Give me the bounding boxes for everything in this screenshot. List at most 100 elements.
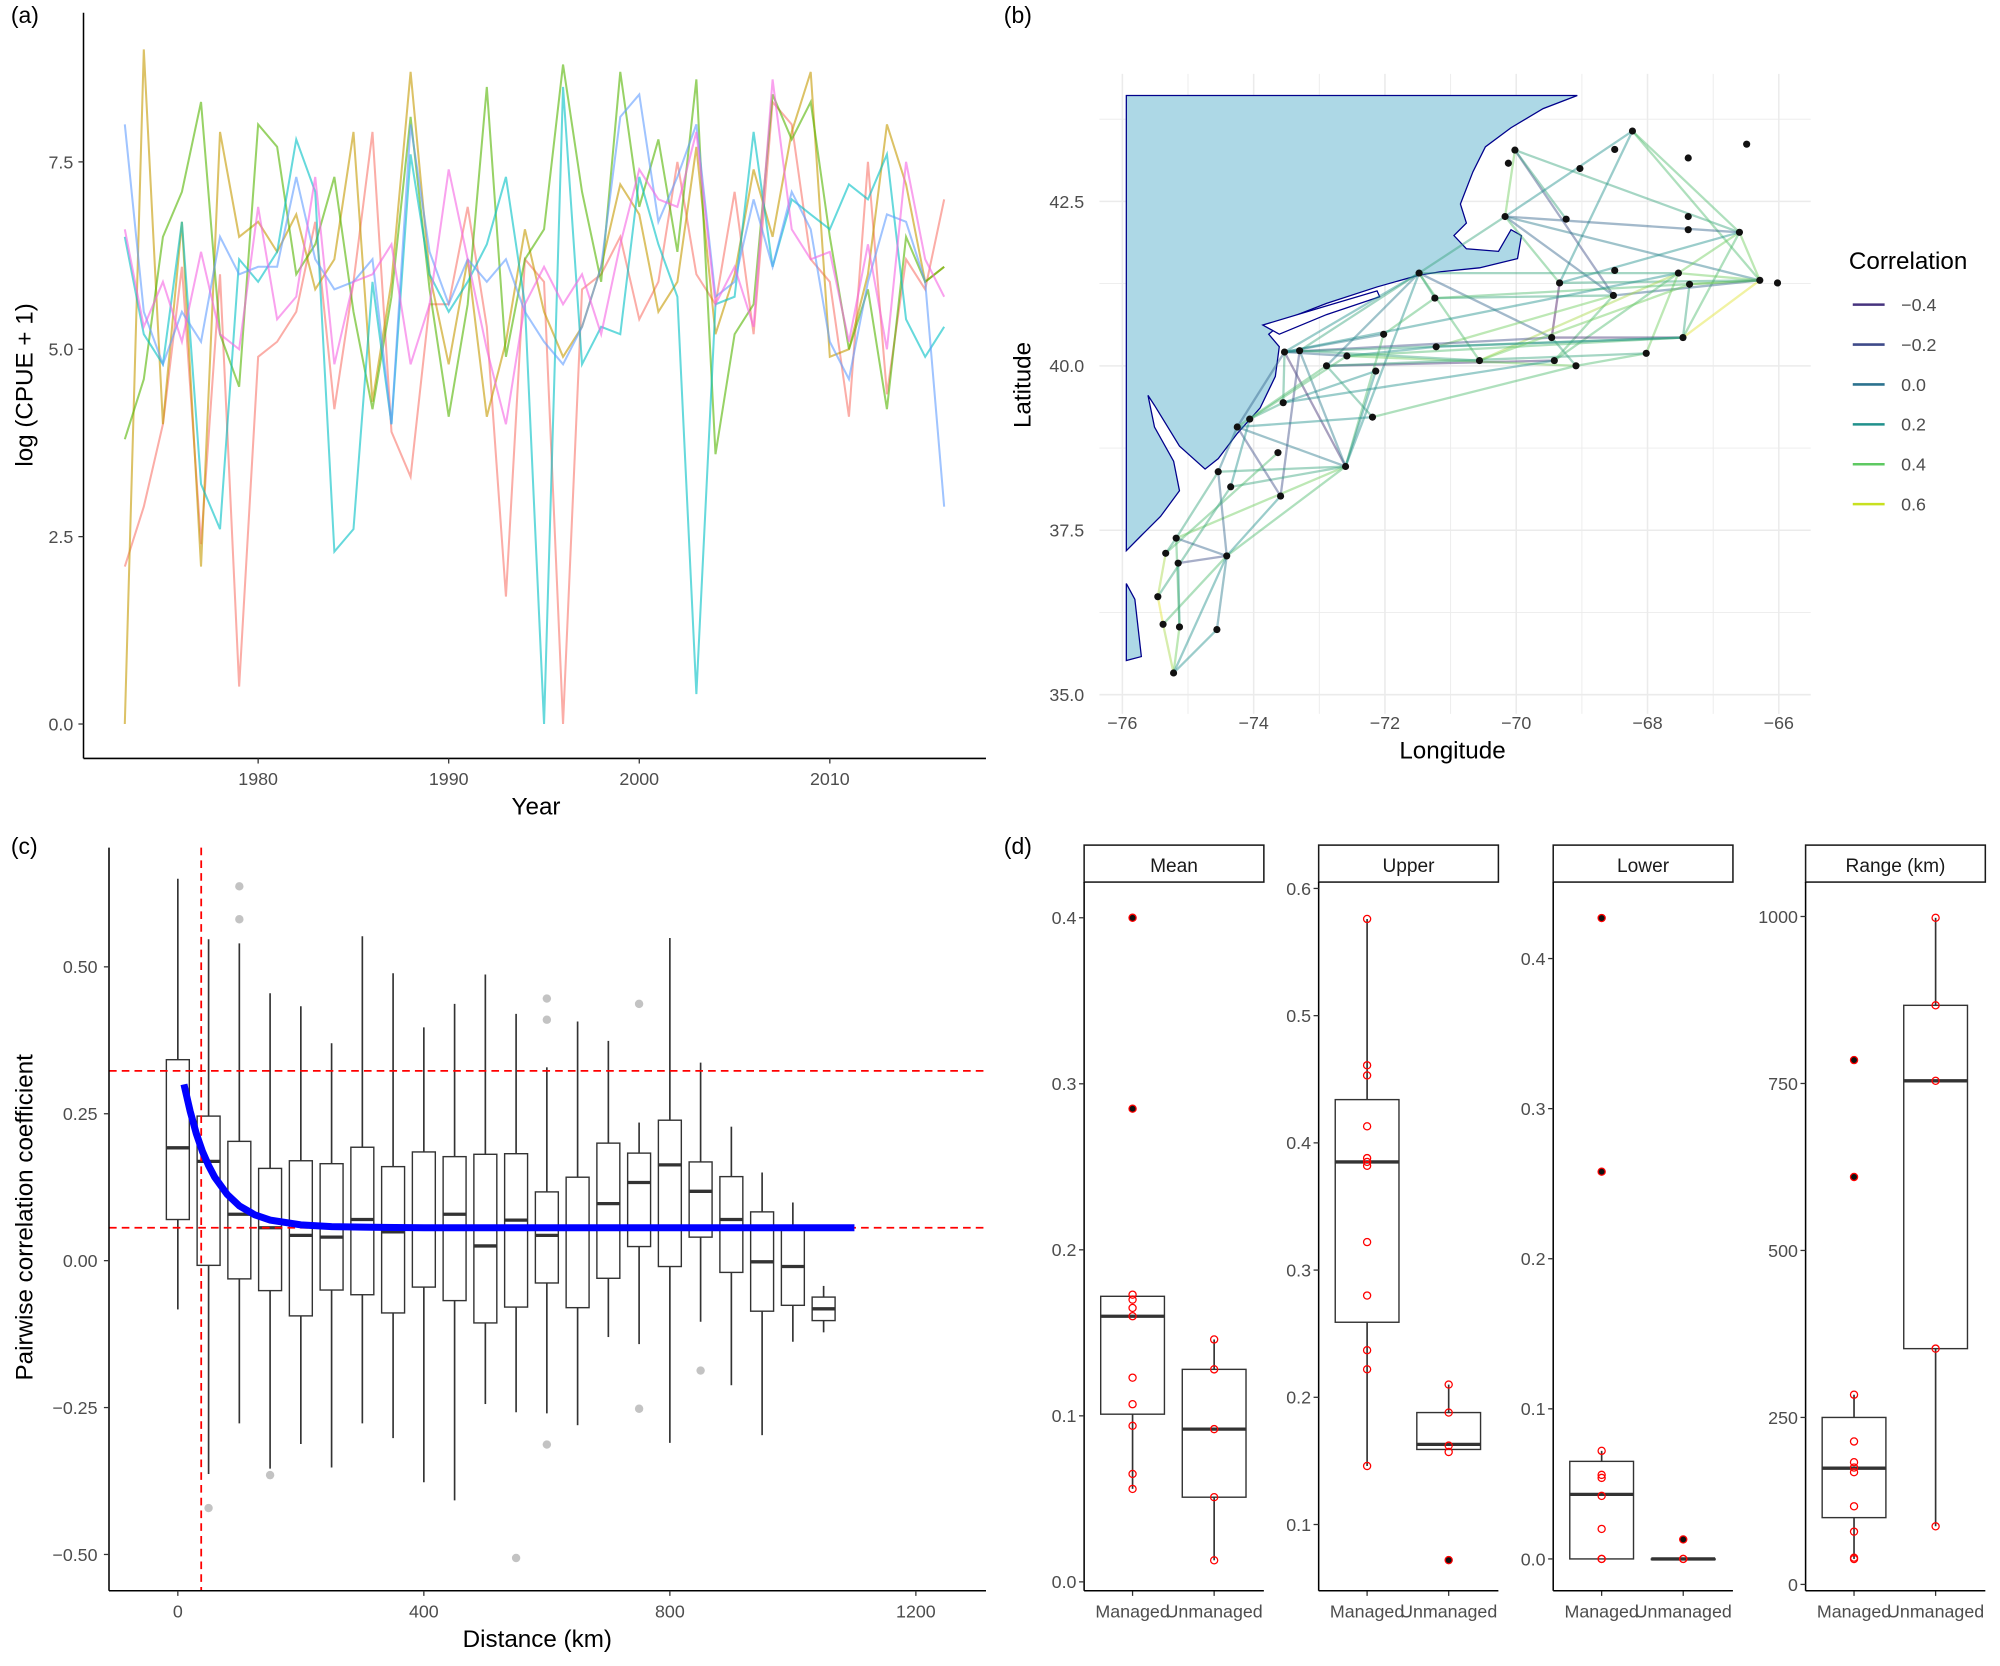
panel-label: (c)	[11, 833, 38, 859]
y-tick-label: −0.25	[52, 1398, 97, 1418]
correlation-edge	[1504, 130, 1634, 218]
y-tick-label: 0.50	[63, 957, 98, 977]
data-point	[1362, 1161, 1372, 1170]
fitted-curve	[180, 1083, 855, 1232]
correlation-edge	[1236, 425, 1346, 468]
y-tick-label: 1000	[1758, 907, 1798, 927]
x-tick-label: Managed	[1095, 1602, 1169, 1622]
box	[626, 999, 652, 1413]
box-iqr	[626, 1152, 652, 1248]
x-tick-label: Managed	[1817, 1602, 1891, 1622]
station-node	[1175, 623, 1184, 631]
correlation-edge	[1283, 272, 1420, 354]
correlation-edge	[1156, 553, 1167, 597]
station-node	[1274, 449, 1282, 457]
outer-banks	[1125, 583, 1143, 662]
station-node	[1556, 279, 1564, 287]
legend-label: −0.2	[1901, 335, 1936, 355]
facet-title: Lower	[1617, 856, 1670, 877]
data-point	[1362, 1061, 1372, 1070]
correlation-edge	[1559, 279, 1760, 285]
station-node	[1550, 357, 1558, 365]
data-point	[1597, 1491, 1606, 1501]
outlier-point	[1598, 1168, 1606, 1176]
x-tick-label: 400	[409, 1602, 439, 1622]
correlation-edge	[1237, 415, 1373, 429]
box-iqr	[1099, 1295, 1166, 1415]
correlation-edge	[1217, 426, 1239, 473]
correlation-edge	[1249, 355, 1348, 421]
box	[442, 1003, 467, 1501]
station-node	[1611, 145, 1619, 154]
station-node	[1277, 492, 1285, 500]
y-tick-label: 0.4	[1521, 949, 1546, 969]
box	[534, 994, 560, 1449]
data-point	[1849, 1527, 1859, 1536]
panel-c-distance-boxplot: (c) −0.50 −0.25 0.00 0.25 0.50 0 400 800 1200 Dist…	[11, 833, 986, 1653]
correlation-edge	[1372, 364, 1577, 419]
long-island-sound	[1261, 290, 1381, 335]
correlation-edge	[1215, 555, 1228, 630]
data-point	[1362, 1071, 1372, 1080]
data-point	[1444, 1447, 1453, 1457]
box-iqr	[380, 1165, 406, 1314]
x-axis-title: Distance (km)	[463, 1626, 612, 1653]
station-node	[1504, 159, 1512, 167]
y-axis-title: log (CPUE + 1)	[12, 303, 39, 466]
data-point	[1444, 1441, 1453, 1450]
correlation-edge	[1279, 350, 1301, 497]
correlation-edge	[1503, 149, 1517, 217]
station-node	[1511, 146, 1519, 154]
correlation-edge	[1284, 271, 1679, 354]
data-point	[1362, 1291, 1372, 1300]
correlation-edge	[1172, 626, 1181, 674]
station-node	[1679, 333, 1687, 342]
station-node	[1246, 415, 1254, 423]
outlier-point	[1128, 1105, 1137, 1113]
correlation-edge	[1156, 596, 1165, 625]
outlier-point	[265, 1470, 275, 1480]
correlation-edge	[1505, 215, 1740, 234]
data-point	[1931, 1076, 1940, 1086]
data-point	[1128, 1295, 1137, 1304]
panel-b-correlation-map: (b) 35.0 37.5 40.0 42.5 −76 −74 −72 −70 −68 −66 Lon…	[1004, 2, 1967, 764]
legend-label: 0.2	[1901, 415, 1926, 435]
correlation-edge	[1689, 279, 1760, 286]
outlier-point	[634, 999, 644, 1009]
facet-strip	[1317, 844, 1500, 883]
legend-label: 0.4	[1901, 455, 1926, 475]
y-tick-label: 0.3	[1286, 1260, 1311, 1280]
y-tick-label: 35.0	[1049, 685, 1084, 705]
data-point	[1931, 1522, 1940, 1531]
correlation-edge	[1284, 336, 1552, 354]
data-point	[1849, 1554, 1859, 1564]
y-tick-label: 0.25	[63, 1104, 98, 1124]
station-node	[1214, 468, 1222, 476]
correlation-edge	[1681, 284, 1691, 338]
data-point	[1597, 1470, 1606, 1480]
correlation-edge	[1177, 563, 1181, 627]
correlation-edge	[1298, 350, 1347, 467]
station-node	[1684, 212, 1692, 221]
station-node	[1380, 330, 1388, 338]
x-axis-title: Longitude	[1399, 737, 1505, 764]
data-point	[1128, 1469, 1137, 1479]
station-node	[1322, 362, 1331, 370]
data-point	[1444, 1408, 1453, 1417]
correlation-edge	[1284, 350, 1347, 358]
correlation-edge	[1435, 294, 1614, 348]
y-tick-label: 42.5	[1049, 192, 1084, 212]
correlation-edge	[1436, 336, 1684, 348]
station-node	[1368, 413, 1377, 421]
data-point	[1444, 1380, 1453, 1389]
correlation-edge	[1504, 215, 1561, 284]
data-point	[1209, 1424, 1219, 1434]
correlation-edge	[1434, 279, 1760, 300]
station-node	[1296, 347, 1304, 355]
correlation-edge	[1559, 231, 1740, 285]
correlation-edge	[1249, 401, 1284, 421]
correlation-edge	[1164, 451, 1279, 555]
station-node	[1279, 399, 1287, 407]
station-node	[1162, 549, 1170, 557]
